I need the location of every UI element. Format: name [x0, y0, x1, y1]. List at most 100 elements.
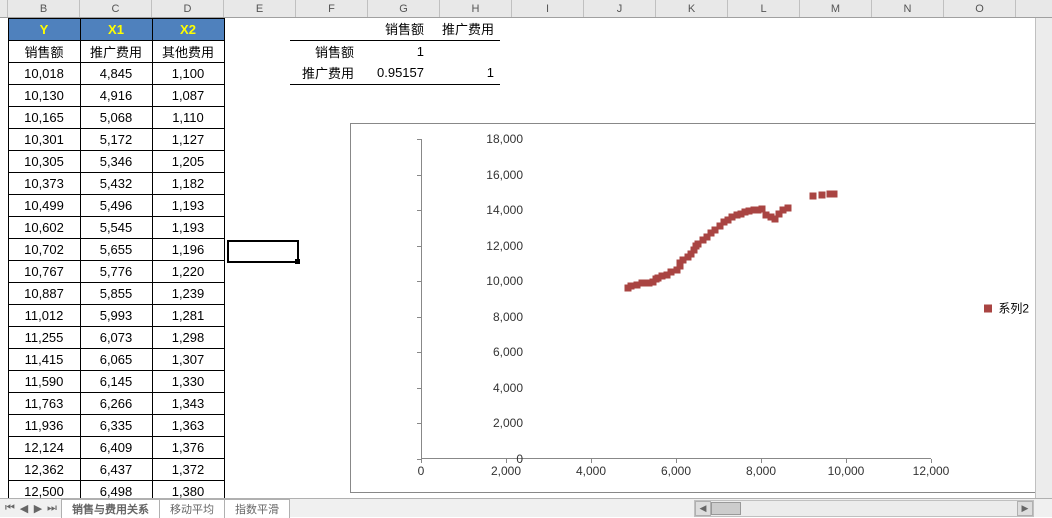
table-cell[interactable]: 1,330 — [152, 371, 224, 393]
table-row[interactable]: 10,0184,8451,100 — [0, 63, 224, 85]
table-cell[interactable]: 11,255 — [8, 327, 80, 349]
table-cell[interactable]: 5,545 — [80, 217, 152, 239]
table-cell[interactable]: 10,305 — [8, 151, 80, 173]
table-cell[interactable]: 5,993 — [80, 305, 152, 327]
tab-nav-prev-icon[interactable]: ◀ — [18, 502, 30, 515]
table-cell[interactable]: 1,343 — [152, 393, 224, 415]
column-header-N[interactable]: N — [872, 0, 944, 17]
table-cell[interactable]: 11,415 — [8, 349, 80, 371]
table-cell[interactable]: 11,936 — [8, 415, 80, 437]
table-header-x2[interactable]: X2 — [152, 19, 224, 41]
table-cell[interactable]: 10,887 — [8, 283, 80, 305]
table-cell[interactable]: 1,281 — [152, 305, 224, 327]
table-cell[interactable]: 10,165 — [8, 107, 80, 129]
table-cell[interactable]: 1,182 — [152, 173, 224, 195]
table-row[interactable]: 11,9366,3351,363 — [0, 415, 224, 437]
table-row[interactable]: 12,3626,4371,372 — [0, 459, 224, 481]
table-cell[interactable]: 4,916 — [80, 85, 152, 107]
table-cell[interactable]: 6,065 — [80, 349, 152, 371]
horizontal-scrollbar[interactable]: ◀ ▶ — [694, 500, 1034, 517]
table-cell[interactable]: 10,702 — [8, 239, 80, 261]
table-header-x1[interactable]: X1 — [80, 19, 152, 41]
table-cell[interactable]: 5,655 — [80, 239, 152, 261]
table-cell[interactable]: 1,239 — [152, 283, 224, 305]
column-header-E[interactable]: E — [224, 0, 296, 17]
table-row[interactable]: 10,6025,5451,193 — [0, 217, 224, 239]
column-header-M[interactable]: M — [800, 0, 872, 17]
table-row[interactable]: 10,3735,4321,182 — [0, 173, 224, 195]
column-header-K[interactable]: K — [656, 0, 728, 17]
table-row[interactable]: 11,7636,2661,343 — [0, 393, 224, 415]
sheet-tab-2[interactable]: 指数平滑 — [224, 499, 290, 518]
table-cell[interactable]: 1,376 — [152, 437, 224, 459]
table-cell[interactable]: 10,018 — [8, 63, 80, 85]
table-cell[interactable]: 11,763 — [8, 393, 80, 415]
scatter-chart[interactable]: 系列2 02,0004,0006,0008,00010,00012,00014,… — [350, 123, 1040, 493]
table-subheader-1[interactable]: 推广费用 — [80, 41, 152, 63]
scroll-thumb[interactable] — [711, 502, 741, 515]
table-cell[interactable]: 5,855 — [80, 283, 152, 305]
column-header-D[interactable]: D — [152, 0, 224, 17]
table-cell[interactable]: 12,124 — [8, 437, 80, 459]
table-cell[interactable]: 6,409 — [80, 437, 152, 459]
table-row[interactable]: 12,1246,4091,376 — [0, 437, 224, 459]
table-subheader-2[interactable]: 其他费用 — [152, 41, 224, 63]
sheet-tab-0[interactable]: 销售与费用关系 — [61, 499, 160, 518]
table-cell[interactable]: 10,130 — [8, 85, 80, 107]
column-header-L[interactable]: L — [728, 0, 800, 17]
vertical-scrollbar[interactable] — [1035, 18, 1052, 498]
tab-nav-first-icon[interactable]: ⏮ — [4, 502, 16, 515]
table-row[interactable]: 10,1304,9161,087 — [0, 85, 224, 107]
table-cell[interactable]: 1,127 — [152, 129, 224, 151]
table-cell[interactable]: 1,193 — [152, 217, 224, 239]
table-row[interactable]: 10,3055,3461,205 — [0, 151, 224, 173]
table-subheader-0[interactable]: 销售额 — [8, 41, 80, 63]
column-header-J[interactable]: J — [584, 0, 656, 17]
table-row[interactable]: 10,3015,1721,127 — [0, 129, 224, 151]
scroll-track[interactable] — [711, 501, 1017, 516]
table-cell[interactable]: 12,362 — [8, 459, 80, 481]
table-cell[interactable]: 5,068 — [80, 107, 152, 129]
table-cell[interactable]: 1,363 — [152, 415, 224, 437]
column-header-B[interactable]: B — [8, 0, 80, 17]
table-cell[interactable]: 11,012 — [8, 305, 80, 327]
column-header-G[interactable]: G — [368, 0, 440, 17]
sheet-tab-1[interactable]: 移动平均 — [159, 499, 225, 518]
tab-nav-next-icon[interactable]: ▶ — [32, 502, 44, 515]
table-cell[interactable]: 10,499 — [8, 195, 80, 217]
column-header-H[interactable]: H — [440, 0, 512, 17]
column-header-O[interactable]: O — [944, 0, 1016, 17]
table-cell[interactable]: 10,767 — [8, 261, 80, 283]
scroll-right-icon[interactable]: ▶ — [1017, 501, 1033, 516]
tab-nav-last-icon[interactable]: ⏭ — [46, 502, 58, 515]
table-cell[interactable]: 11,590 — [8, 371, 80, 393]
table-row[interactable]: 11,2556,0731,298 — [0, 327, 224, 349]
table-header-y[interactable]: Y — [8, 19, 80, 41]
table-row[interactable]: 11,0125,9931,281 — [0, 305, 224, 327]
table-cell[interactable]: 1,220 — [152, 261, 224, 283]
table-cell[interactable]: 6,073 — [80, 327, 152, 349]
table-cell[interactable]: 1,110 — [152, 107, 224, 129]
table-cell[interactable]: 1,298 — [152, 327, 224, 349]
table-row[interactable]: 10,8875,8551,239 — [0, 283, 224, 305]
table-cell[interactable]: 1,100 — [152, 63, 224, 85]
table-cell[interactable]: 4,845 — [80, 63, 152, 85]
table-cell[interactable]: 6,266 — [80, 393, 152, 415]
table-cell[interactable]: 6,145 — [80, 371, 152, 393]
table-row[interactable]: 11,4156,0651,307 — [0, 349, 224, 371]
table-cell[interactable]: 5,432 — [80, 173, 152, 195]
scroll-left-icon[interactable]: ◀ — [695, 501, 711, 516]
table-cell[interactable]: 1,087 — [152, 85, 224, 107]
table-cell[interactable]: 5,776 — [80, 261, 152, 283]
table-cell[interactable]: 5,496 — [80, 195, 152, 217]
table-cell[interactable]: 10,602 — [8, 217, 80, 239]
table-cell[interactable]: 6,437 — [80, 459, 152, 481]
table-cell[interactable]: 1,193 — [152, 195, 224, 217]
tab-nav-buttons[interactable]: ⏮ ◀ ▶ ⏭ — [0, 502, 62, 515]
table-row[interactable]: 10,7025,6551,196 — [0, 239, 224, 261]
table-row[interactable]: 10,1655,0681,110 — [0, 107, 224, 129]
table-cell[interactable]: 10,301 — [8, 129, 80, 151]
table-row[interactable]: 11,5906,1451,330 — [0, 371, 224, 393]
column-header-I[interactable]: I — [512, 0, 584, 17]
column-header-edge[interactable] — [0, 0, 8, 17]
